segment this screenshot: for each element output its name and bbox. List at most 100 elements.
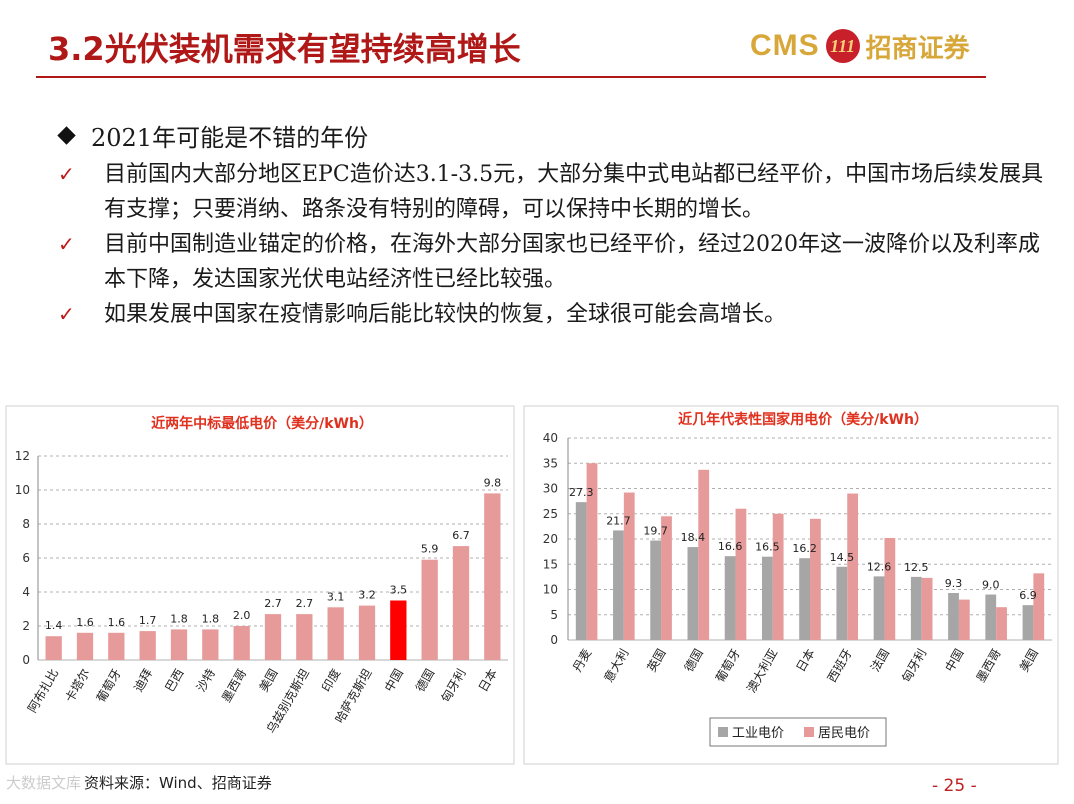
y-tick-label: 30 <box>543 482 558 496</box>
bar <box>45 636 62 660</box>
data-label: 1.8 <box>170 612 188 625</box>
source-note: 资料来源：Wind、招商证券 <box>84 774 272 792</box>
bullet-item: ✓ 如果发展中国家在疫情影响后能比较快的恢复，全球很可能会高增长。 <box>56 297 1054 332</box>
chart-min-bid-price-svg: 近两年中标最低电价（美分/kWh）0246810121.4阿布扎比1.6卡塔尔1… <box>5 405 515 765</box>
bar-residential <box>921 577 933 640</box>
data-label: 9.8 <box>484 476 502 489</box>
bar <box>390 600 407 660</box>
y-tick-label: 10 <box>543 583 558 597</box>
bar-residential <box>884 537 896 640</box>
bar <box>233 626 250 660</box>
y-tick-label: 20 <box>543 532 558 546</box>
legend-label-residential: 居民电价 <box>818 726 870 741</box>
bar <box>202 629 219 660</box>
checkmark-icon: ✓ <box>58 232 75 256</box>
y-tick-label: 35 <box>543 456 558 470</box>
chart-electricity-price: 近几年代表性国家用电价（美分/kWh） 0 5 10 15 20 25 30 35 40 27.3 丹… <box>520 400 1070 770</box>
bar-industrial <box>761 556 773 640</box>
data-label: 16.6 <box>718 540 743 553</box>
bullet-item: ✓ 目前国内大部分地区EPC造价达3.1-3.5元，大部分集中式电站都已经平价，… <box>56 157 1054 227</box>
bar-residential <box>735 508 747 640</box>
logo-mark-icon: 111 <box>825 29 860 63</box>
data-label: 1.4 <box>45 619 63 632</box>
data-label: 27.3 <box>569 486 594 499</box>
checkmark-icon: ✓ <box>58 302 75 326</box>
y-tick-label: 8 <box>22 517 30 531</box>
section-heading: 2021年可能是不错的年份 <box>56 118 1056 153</box>
bar-residential <box>586 463 598 640</box>
diamond-bullet-icon <box>57 126 76 145</box>
bar <box>76 632 94 660</box>
content-section: 2021年可能是不错的年份 ✓ 目前国内大部分地区EPC造价达3.1-3.5元，… <box>56 118 1056 332</box>
bar <box>170 629 188 660</box>
y-tick-label: 40 <box>543 431 558 445</box>
data-label: 9.3 <box>945 577 963 590</box>
bar-industrial <box>575 502 587 640</box>
bar-industrial <box>948 593 959 640</box>
bar <box>452 546 470 660</box>
bar-residential <box>958 599 970 640</box>
data-label: 1.6 <box>76 616 94 629</box>
chart-title: 近两年中标最低电价（美分/kWh） <box>151 415 373 432</box>
data-label: 6.9 <box>1019 589 1036 602</box>
bar-residential <box>661 516 672 640</box>
legend-label-industrial: 工业电价 <box>732 726 784 741</box>
legend-swatch-industrial <box>718 727 728 737</box>
chart-electricity-price-svg: 近几年代表性国家用电价（美分/kWh）051015202530354027.3丹… <box>523 405 1059 765</box>
bar-industrial <box>873 576 885 640</box>
section-heading-text: 2021年可能是不错的年份 <box>91 124 369 152</box>
data-label: 2.7 <box>296 597 314 610</box>
page-title: 3.2光伏装机需求有望持续高增长 <box>48 30 521 68</box>
chart-title: 近几年代表性国家用电价（美分/kWh） <box>678 411 928 428</box>
bar-residential <box>996 607 1007 640</box>
y-tick-label: 2 <box>22 619 30 633</box>
y-tick-label: 4 <box>22 585 30 599</box>
data-label: 19.7 <box>643 525 668 538</box>
data-label: 3.1 <box>327 590 345 603</box>
data-label: 3.2 <box>358 589 376 602</box>
data-label: 12.5 <box>904 561 929 574</box>
bar <box>327 607 344 660</box>
bar-residential <box>698 469 710 640</box>
y-tick-label: 10 <box>15 483 30 497</box>
bar-industrial <box>910 576 922 640</box>
bar <box>358 605 376 660</box>
data-label: 16.2 <box>792 542 817 555</box>
bullet-text: 目前国内大部分地区EPC造价达3.1-3.5元，大部分集中式电站都已经平价，中国… <box>104 162 1044 222</box>
legend-swatch-residential <box>804 727 814 737</box>
bar-residential <box>623 492 635 640</box>
legend-box <box>709 717 887 747</box>
bar-industrial <box>687 547 699 640</box>
data-label: 9.0 <box>982 579 1000 592</box>
bar-residential <box>772 513 784 640</box>
bullet-text: 目前中国制造业锚定的价格，在海外大部分国家也已经平价，经过2020年这一波降价以… <box>104 232 1040 292</box>
bar <box>296 614 313 660</box>
title-divider <box>36 76 986 78</box>
bar <box>421 559 438 660</box>
bar-industrial <box>724 556 736 640</box>
bar <box>139 631 156 660</box>
bar-residential <box>810 518 821 640</box>
page-number: - 25 - <box>932 776 977 796</box>
bar <box>264 614 282 660</box>
cms-logo: CMS 111 招商证券 <box>750 26 970 66</box>
bar-residential <box>847 493 859 640</box>
y-tick-label: 5 <box>550 608 558 622</box>
bar-industrial <box>985 594 997 640</box>
bullet-text: 如果发展中国家在疫情影响后能比较快的恢复，全球很可能会高增长。 <box>104 302 787 327</box>
data-label: 21.7 <box>606 514 631 527</box>
data-label: 3.5 <box>390 584 408 597</box>
data-label: 2.7 <box>264 597 282 610</box>
logo-latin: CMS <box>750 29 820 62</box>
bar-industrial <box>613 530 624 640</box>
data-label: 1.7 <box>139 614 157 627</box>
y-tick-label: 25 <box>543 507 558 521</box>
y-tick-label: 15 <box>543 557 558 571</box>
checkmark-icon: ✓ <box>58 162 75 186</box>
bar-industrial <box>799 558 810 640</box>
data-label: 14.5 <box>830 551 855 564</box>
data-label: 18.4 <box>681 531 706 544</box>
bullet-item: ✓ 目前中国制造业锚定的价格，在海外大部分国家也已经平价，经过2020年这一波降… <box>56 227 1054 297</box>
data-label: 2.0 <box>233 609 251 622</box>
logo-chinese: 招商证券 <box>865 33 970 64</box>
